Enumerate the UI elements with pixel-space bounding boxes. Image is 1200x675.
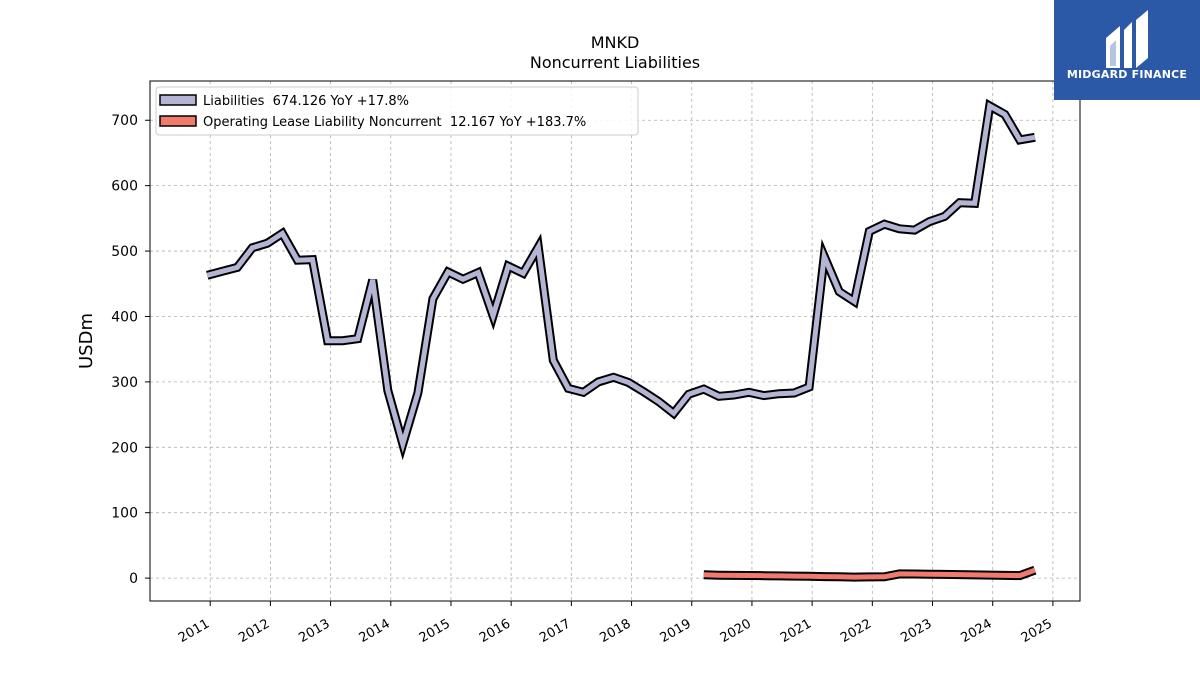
logo-mark-icon xyxy=(1106,10,1148,68)
x-tick-label-5: 2016 xyxy=(477,616,513,646)
x-tick-label-13: 2024 xyxy=(959,616,995,646)
chart-title: MNKD xyxy=(591,33,640,52)
x-tick-label-1: 2012 xyxy=(236,616,272,646)
series-outline-0 xyxy=(206,98,1036,461)
legend: Liabilities 674.126 YoY +17.8% Operating… xyxy=(155,86,639,136)
legend-swatch-liabilities xyxy=(159,94,197,106)
legend-box xyxy=(155,86,639,136)
x-tick-label-4: 2015 xyxy=(417,616,453,646)
series-line-0 xyxy=(206,101,1036,454)
y-axis-label: USDm xyxy=(76,313,97,369)
plot-frame xyxy=(149,80,1081,602)
logo-text: MIDGARD FINANCE xyxy=(1066,68,1188,81)
legend-label-liabilities: Liabilities 674.126 YoY +17.8% xyxy=(203,94,409,109)
x-tick-label-9: 2020 xyxy=(718,616,754,646)
series-line-1 xyxy=(703,567,1036,580)
y-tick-label-3: 300 xyxy=(111,375,138,391)
legend-label-operating-lease: Operating Lease Liability Noncurrent 12.… xyxy=(203,115,586,130)
x-tick-label-7: 2018 xyxy=(597,616,633,646)
y-tick-label-2: 200 xyxy=(111,440,138,456)
grid xyxy=(150,81,1080,601)
x-tick-label-8: 2019 xyxy=(658,616,694,646)
legend-swatch-operating-lease xyxy=(159,115,197,127)
x-tick-label-12: 2023 xyxy=(898,616,934,646)
y-tick-label-4: 400 xyxy=(111,309,138,325)
x-tick-label-11: 2022 xyxy=(838,616,874,646)
x-tick-label-2: 2013 xyxy=(296,616,332,646)
y-tick-label-1: 100 xyxy=(111,506,138,522)
midgard-finance-logo: MIDGARD FINANCE xyxy=(1054,0,1200,100)
y-tick-label-6: 600 xyxy=(111,179,138,195)
x-tick-label-0: 2011 xyxy=(176,616,212,646)
x-axis: 2011 2012 2013 2014 2015 2016 2017 2018 2019 2020… xyxy=(176,601,1055,646)
x-tick-label-3: 2014 xyxy=(357,616,393,646)
y-tick-label-0: 0 xyxy=(129,571,138,587)
x-tick-label-14: 2025 xyxy=(1019,616,1055,646)
y-tick-label-7: 700 xyxy=(111,113,138,129)
chart-subtitle: Noncurrent Liabilities xyxy=(530,53,700,72)
y-axis: 0 100 200 300 400 500 600 700 xyxy=(111,113,150,587)
series-layer xyxy=(206,98,1037,582)
x-tick-label-6: 2017 xyxy=(537,616,573,646)
x-tick-label-10: 2021 xyxy=(778,616,814,646)
y-tick-label-5: 500 xyxy=(111,244,138,260)
